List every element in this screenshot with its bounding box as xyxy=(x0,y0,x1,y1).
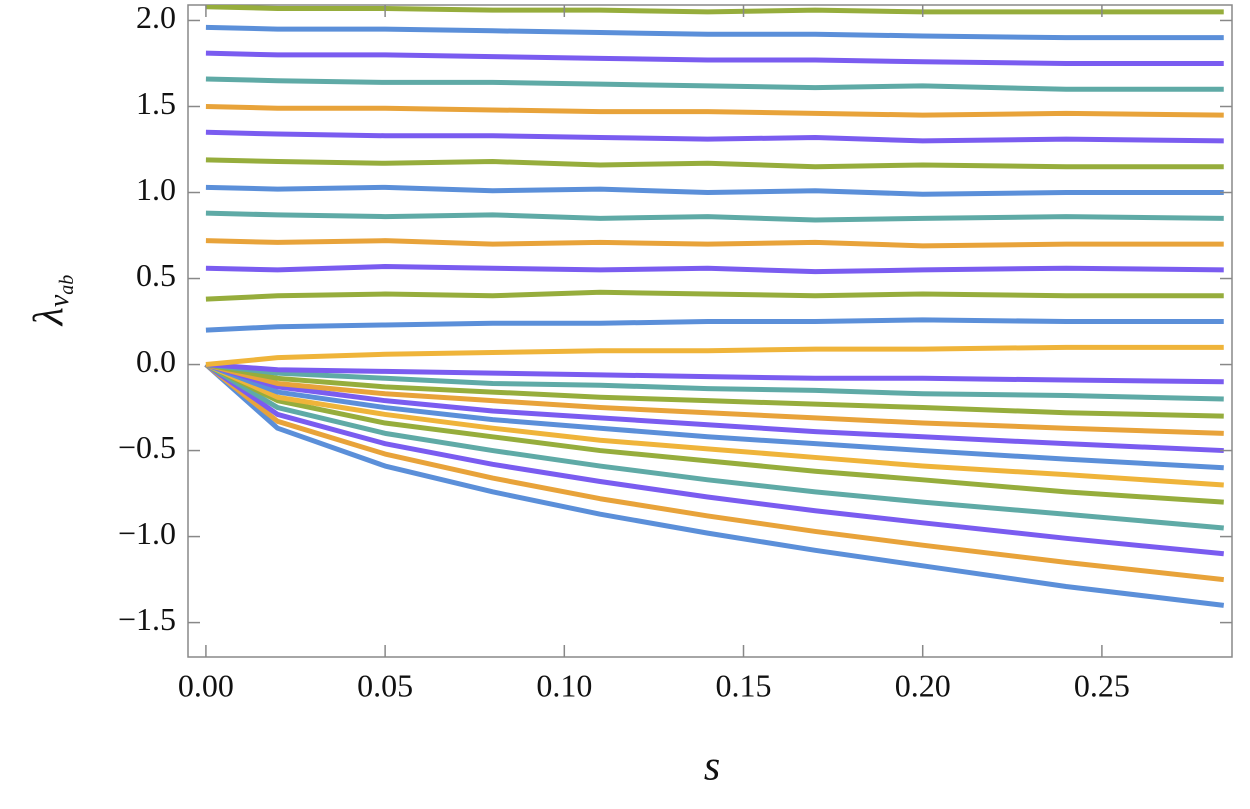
x-tick-label: 0.05 xyxy=(357,667,413,703)
x-tick-label: 0.25 xyxy=(1074,667,1130,703)
series-line xyxy=(204,362,1224,488)
series-line xyxy=(204,362,1224,531)
series-line xyxy=(205,362,1224,436)
plot-area xyxy=(204,5,1225,608)
y-label-base: λ xyxy=(26,307,72,327)
series-line xyxy=(205,210,1224,223)
y-tick-label: 0.0 xyxy=(136,343,176,379)
series-line xyxy=(205,76,1224,92)
frame xyxy=(187,4,1233,658)
y-tick-label: −1.5 xyxy=(118,601,176,637)
series-line xyxy=(205,317,1224,333)
series-line xyxy=(204,362,1225,608)
y-axis-label: λvab xyxy=(26,275,78,328)
y-tick-label: 1.5 xyxy=(136,85,176,121)
series-line xyxy=(205,5,1224,15)
y-label-sub: v xyxy=(44,294,75,307)
series-line xyxy=(205,344,1224,368)
series-line xyxy=(205,24,1224,41)
y-tick-label: 2.0 xyxy=(136,0,176,35)
series-line xyxy=(205,362,1224,419)
y-tick-label: −0.5 xyxy=(118,429,176,465)
y-tick-label: 0.5 xyxy=(136,257,176,293)
x-tick-label: 0.20 xyxy=(895,667,951,703)
y-tick-label: −1.0 xyxy=(118,515,176,551)
y-label-subsub: ab xyxy=(56,275,78,295)
series-line xyxy=(205,362,1224,471)
series-line xyxy=(204,362,1224,505)
series-line xyxy=(204,362,1225,583)
series-line xyxy=(205,103,1224,118)
series-line xyxy=(205,50,1224,66)
series-line xyxy=(205,362,1224,454)
x-tick-label: 0.00 xyxy=(178,667,234,703)
x-tick-label: 0.10 xyxy=(536,667,592,703)
series-line xyxy=(205,289,1224,302)
series-line xyxy=(205,184,1224,197)
series-line xyxy=(205,157,1224,170)
series-line xyxy=(204,362,1225,557)
series-line xyxy=(205,263,1224,275)
series-line xyxy=(205,238,1224,249)
x-axis-label: s xyxy=(704,744,720,790)
series-line xyxy=(205,129,1224,144)
y-tick-label: 1.0 xyxy=(136,171,176,207)
series-line xyxy=(205,362,1224,402)
x-tick-label: 0.15 xyxy=(716,667,772,703)
series-line xyxy=(205,362,1224,385)
